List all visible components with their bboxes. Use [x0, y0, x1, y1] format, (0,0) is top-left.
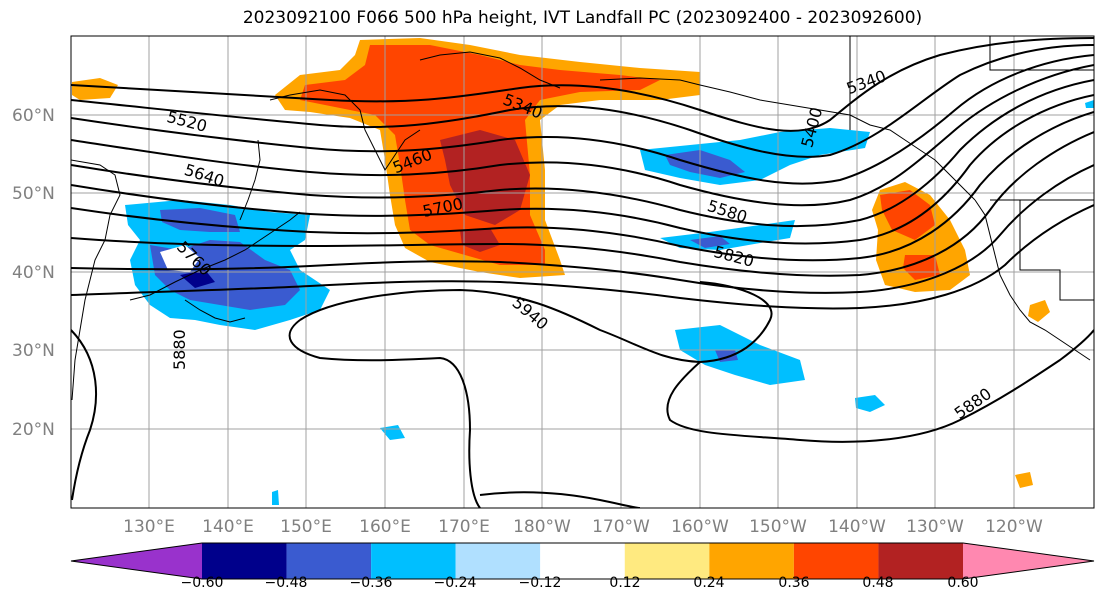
- lon-label: 170°E: [438, 517, 490, 537]
- lon-label: 130°E: [123, 517, 175, 537]
- colorbar-tick-label: 0.12: [609, 575, 640, 591]
- colorbar-outline: [70, 542, 1095, 580]
- colorbar-bin: [793, 543, 879, 579]
- colorbar-bin: [71, 543, 202, 579]
- lon-label: 170°W: [592, 517, 650, 537]
- map-border: [70, 35, 1095, 509]
- lat-label: 60°N: [12, 106, 55, 126]
- colorbar: [70, 542, 1095, 580]
- colorbar-tick-label: 0.24: [693, 575, 724, 591]
- colorbar-bin: [371, 543, 456, 579]
- lon-label: 150°E: [280, 517, 332, 537]
- lat-label: 20°N: [12, 420, 55, 440]
- lat-label: 40°N: [12, 263, 55, 283]
- colorbar-bin: [202, 543, 287, 579]
- colorbar-tick-label: −0.48: [265, 575, 308, 591]
- map-gridlines: [71, 36, 1094, 508]
- colorbar-bin: [540, 543, 625, 579]
- lon-label: 160°E: [359, 517, 411, 537]
- latitude-labels: 60°N 50°N 40°N 30°N 20°N: [12, 106, 55, 440]
- colorbar-bin: [286, 543, 372, 579]
- colorbar-bin: [709, 543, 794, 579]
- lon-label: 130°W: [906, 517, 964, 537]
- lon-label: 140°W: [828, 517, 886, 537]
- colorbar-tick-label: 0.48: [862, 575, 893, 591]
- colorbar-bin: [963, 543, 1094, 579]
- coastlines: [71, 36, 1094, 401]
- colorbar-tick-label: −0.12: [519, 575, 562, 591]
- colorbar-tick-label: −0.60: [181, 575, 224, 591]
- colorbar-tick-labels: −0.60 −0.48 −0.36 −0.24 −0.12 0.12 0.24 …: [181, 575, 979, 591]
- colorbar-tick-label: 0.36: [778, 575, 809, 591]
- colorbar-tick-label: −0.36: [350, 575, 393, 591]
- lon-label: 180°W: [513, 517, 571, 537]
- lat-label: 50°N: [12, 184, 55, 204]
- lon-label: 150°W: [749, 517, 807, 537]
- lon-label: 120°W: [985, 517, 1043, 537]
- map-title: 2023092100 F066 500 hPa height, IVT Land…: [242, 8, 923, 28]
- lon-label: 160°W: [671, 517, 729, 537]
- colorbar-tick-label: −0.24: [434, 575, 477, 591]
- colorbar-tick-label: 0.60: [947, 575, 978, 591]
- contour-label: 5880: [170, 329, 189, 370]
- lat-label: 30°N: [12, 341, 55, 361]
- colorbar-bin: [455, 543, 541, 579]
- colorbar-bin: [878, 543, 963, 579]
- ivt-positive-shading: [72, 38, 1050, 488]
- height-contours: [71, 37, 1094, 508]
- colorbar-bin: [624, 543, 710, 579]
- lon-label: 140°E: [202, 517, 254, 537]
- longitude-labels: 130°E 140°E 150°E 160°E 170°E 180°W 170°…: [123, 517, 1043, 537]
